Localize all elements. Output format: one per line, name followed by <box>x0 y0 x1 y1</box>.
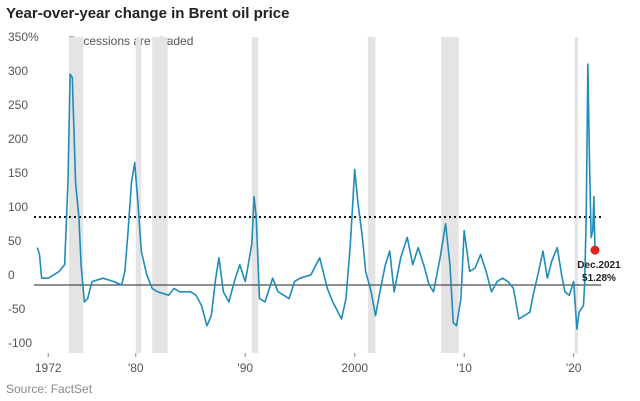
y-tick-label: 0 <box>8 268 15 282</box>
x-tick-label: '90 <box>237 361 253 375</box>
x-tick-label: 2000 <box>341 361 368 375</box>
x-tick-label: '10 <box>456 361 472 375</box>
y-tick-label: 50 <box>8 234 22 248</box>
recession <box>251 37 259 353</box>
y-tick-label: 100 <box>8 200 28 214</box>
highlight-point <box>590 245 600 255</box>
recession <box>152 37 168 353</box>
y-tick-label: 200 <box>8 132 28 146</box>
y-tick-label: -100 <box>8 336 32 350</box>
y-tick-label: 250 <box>8 98 28 112</box>
annotation: Recessions are shaded <box>68 34 193 48</box>
recession <box>574 37 579 353</box>
recession <box>441 37 459 353</box>
y-tick-label: 150 <box>8 166 28 180</box>
x-tick-label: 1972 <box>35 361 62 375</box>
x-tick-label: '80 <box>128 361 144 375</box>
line <box>36 63 596 330</box>
highlight-label: Dec.2021 <box>577 260 621 271</box>
source: Source: FactSet <box>6 382 93 396</box>
recession <box>135 37 142 353</box>
y-tick-label: 300 <box>8 64 28 78</box>
x-tick-label: '20 <box>566 361 582 375</box>
recession <box>367 37 376 353</box>
y-tick-label: -50 <box>8 302 26 316</box>
y-tick-label: 350% <box>8 30 39 44</box>
highlight-value: 51.28% <box>582 273 616 284</box>
chart-title: Year-over-year change in Brent oil price <box>6 5 289 22</box>
